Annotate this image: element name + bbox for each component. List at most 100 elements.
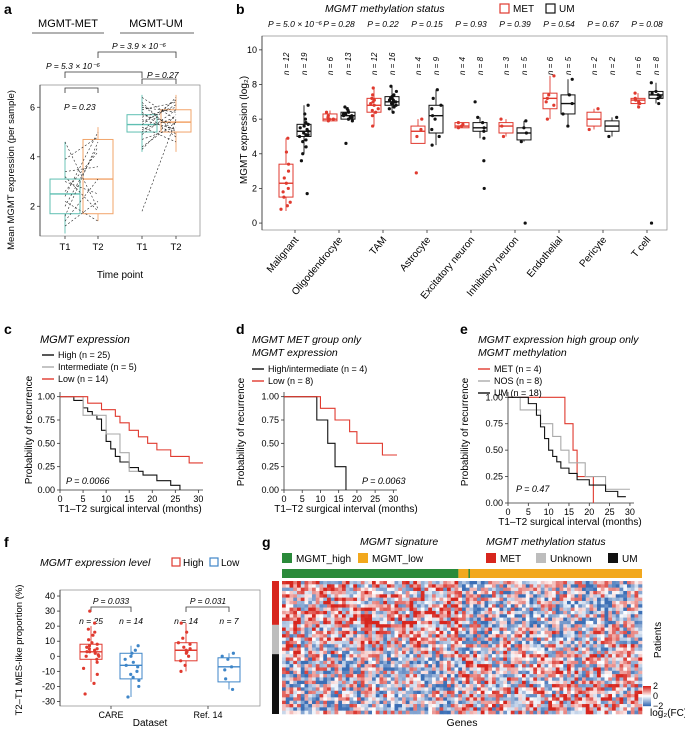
f-legend-low: Low (221, 558, 240, 569)
g-heatmap-cell (488, 684, 493, 688)
g-heatmap-cell (443, 581, 448, 585)
g-heatmap-cell (567, 667, 572, 672)
g-heatmap-cell (323, 584, 328, 588)
g-heatmap-cell (282, 667, 287, 672)
g-heatmap-cell (402, 664, 407, 668)
g-heatmap-cell (627, 617, 632, 622)
g-heatmap-cell (552, 690, 557, 695)
g-heatmap-cell (522, 684, 527, 688)
g-heatmap-cell (559, 637, 564, 642)
b-point-um (389, 84, 393, 88)
g-heatmap-cell (510, 607, 515, 612)
g-heatmap-cell (327, 674, 332, 678)
g-heatmap-cell (402, 614, 407, 618)
g-heatmap-cell (567, 587, 572, 592)
g-heatmap-cell (518, 644, 523, 648)
g-colorbar-segment (643, 691, 651, 693)
g-heatmap-cell (308, 600, 313, 605)
g-heatmap-cell (330, 700, 335, 705)
b-legend-um-swatch (545, 3, 556, 14)
g-heatmap-cell (304, 690, 309, 695)
g-heatmap-cell (450, 667, 455, 672)
g-heatmap-cell (488, 644, 493, 648)
g-heatmap-cell (383, 620, 388, 625)
f-legend-low-swatch (209, 557, 219, 567)
g-heatmap-cell (323, 607, 328, 612)
g-heatmap-cell (619, 704, 624, 708)
b-point-um (298, 126, 302, 130)
g-heatmap-cell (492, 674, 497, 678)
g-heatmap-cell (383, 627, 388, 632)
g-heatmap-cell (570, 697, 575, 701)
g-heatmap-cell (559, 667, 564, 672)
g-heatmap-cell (379, 704, 384, 708)
g-heatmap-cell (630, 600, 635, 605)
g-heatmap-cell (634, 660, 639, 665)
g-heatmap-cell (342, 670, 347, 675)
g-colorbar-segment (643, 686, 651, 688)
g-heatmap-cell (319, 687, 324, 692)
g-heatmap-cell (600, 710, 605, 715)
g-heatmap-cell (582, 604, 587, 608)
g-heatmap-cell (533, 667, 538, 672)
g-heatmap-cell (443, 610, 448, 615)
g-heatmap-cell (593, 627, 598, 632)
g-heatmap-cell (574, 677, 579, 682)
g-heatmap-cell (289, 660, 294, 665)
g-heatmap-cell (619, 590, 624, 595)
g-heatmap-cell (282, 657, 287, 662)
g-heatmap-cell (634, 664, 639, 668)
g-heatmap-cell (537, 677, 542, 682)
g-heatmap-cell (364, 640, 369, 645)
g-heatmap-cell (518, 647, 523, 652)
g-heatmap-cell (353, 664, 358, 668)
g-heatmap-cell (585, 700, 590, 705)
g-heatmap-cell (323, 670, 328, 675)
g-heatmap-cell (450, 590, 455, 595)
g-heatmap-cell (282, 581, 287, 585)
g-legend-met-swatch (486, 553, 496, 563)
g-heatmap-cell (387, 684, 392, 688)
g-heatmap-cell (345, 581, 350, 585)
g-heatmap-cell (409, 694, 414, 698)
g-heatmap-cell (623, 604, 628, 608)
g-heatmap-cell (398, 594, 403, 598)
g-heatmap-cell (570, 670, 575, 675)
g-heatmap-cell (330, 667, 335, 672)
g-heatmap-cell (435, 594, 440, 598)
g-heatmap-cell (582, 587, 587, 592)
g-heatmap-cell (627, 667, 632, 672)
g-heatmap-cell (439, 697, 444, 701)
g-heatmap-cell (634, 587, 639, 592)
g-heatmap-cell (552, 637, 557, 642)
g-heatmap-cell (387, 687, 392, 692)
g-heatmap-cell (323, 667, 328, 672)
g-heatmap-cell (312, 594, 317, 598)
g-heatmap-cell (638, 630, 643, 635)
a-pair-line-um (141, 109, 177, 135)
g-heatmap-cell (567, 634, 572, 638)
g-heatmap-cell (495, 667, 500, 672)
g-heatmap-cell (432, 660, 437, 665)
g-heatmap-cell (432, 677, 437, 682)
g-heatmap-cell (627, 604, 632, 608)
g-heatmap-cell (544, 620, 549, 625)
g-heatmap-cell (608, 684, 613, 688)
g-heatmap-cell (604, 637, 609, 642)
km-c-curve-low (60, 396, 203, 464)
g-heatmap-cell (634, 680, 639, 685)
g-heatmap-cell (593, 697, 598, 701)
f-y-tick-label: -10 (42, 666, 55, 676)
g-heatmap-cell (360, 581, 365, 585)
g-heatmap-cell (353, 690, 358, 695)
g-heatmap-cell (522, 694, 527, 698)
g-heatmap-cell (353, 670, 358, 675)
g-heatmap-cell (623, 587, 628, 592)
g-heatmap-cell (289, 654, 294, 658)
g-heatmap-cell (360, 644, 365, 648)
g-heatmap-cell (357, 657, 362, 662)
b-point-um (476, 115, 480, 120)
g-heatmap-cell (518, 687, 523, 692)
g-heatmap-cell (638, 660, 643, 665)
g-heatmap-cell (488, 614, 493, 618)
